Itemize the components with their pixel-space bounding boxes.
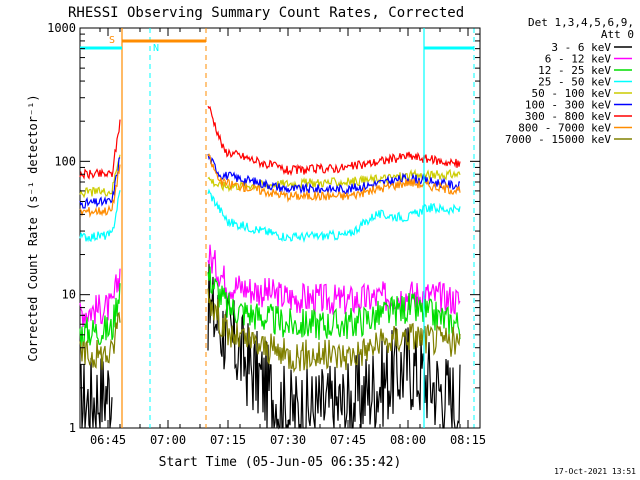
legend-label: 7000 - 15000 keV: [505, 133, 611, 146]
series-line-6-1: [207, 105, 461, 177]
series-line-3-1: [207, 188, 461, 244]
y-axis-label: Corrected Count Rate (s⁻¹ detector⁻¹): [26, 94, 40, 361]
y-tick-label: 100: [54, 154, 76, 168]
legend-label: 800 - 7000 keV: [518, 122, 611, 135]
series-line-8-0: [79, 311, 121, 370]
legend-label: 100 - 300 keV: [525, 99, 611, 112]
x-tick-label: 06:45: [90, 433, 126, 447]
y-tick-label: 1: [69, 421, 76, 435]
series-line-4-1: [207, 168, 461, 193]
x-tick-label: 08:00: [390, 433, 426, 447]
series-line-7-1: [207, 153, 461, 203]
chart-title: RHESSI Observing Summary Count Rates, Co…: [68, 5, 464, 21]
x-tick-label: 07:30: [270, 433, 306, 447]
x-tick-label: 07:00: [150, 433, 186, 447]
legend-header-1: Det 1,3,4,5,6,9,: [528, 16, 634, 29]
x-axis-label: Start Time (05-Jun-05 06:35:42): [159, 455, 402, 470]
series-line-5-0: [79, 157, 121, 209]
series-line-0-0: [79, 358, 113, 429]
series-line-5-1: [207, 153, 460, 195]
legend-label: 12 - 25 keV: [538, 64, 611, 77]
series-line-7-0: [79, 164, 121, 219]
legend-label: 300 - 800 keV: [525, 110, 611, 123]
series-line-6-0: [79, 119, 121, 180]
series-line-1-0: [79, 268, 121, 327]
annotation-layer: SN: [80, 28, 475, 428]
series-line-2-1: [207, 266, 461, 340]
series-line-2-0: [79, 283, 121, 348]
y-tick-label: 10: [62, 288, 76, 302]
x-tick-label: 08:15: [450, 433, 486, 447]
legend-label: 25 - 50 keV: [538, 76, 611, 89]
legend-label: 50 - 100 keV: [532, 87, 612, 100]
series-line-3-0: [79, 190, 121, 243]
y-tick-label: 1000: [47, 21, 76, 35]
footer-date: 17-Oct-2021 13:51: [554, 467, 636, 476]
legend-header-2: Att 0: [601, 28, 634, 41]
legend-label: 3 - 6 keV: [551, 41, 611, 54]
x-tick-label: 07:15: [210, 433, 246, 447]
axis-layer: 06:45 07:00 07:15 07:30 07:45 08:00 08:15 1 10 10…: [47, 21, 486, 447]
series-line-1-1: [207, 244, 461, 316]
series-layer: [79, 105, 461, 430]
series-line-8-1: [207, 288, 461, 374]
annotation-n: N: [153, 43, 159, 54]
x-tick-label: 07:45: [330, 433, 366, 447]
annotation-s: S: [109, 35, 115, 46]
series-line-4-0: [79, 154, 121, 199]
legend-label: 6 - 12 keV: [545, 53, 612, 66]
